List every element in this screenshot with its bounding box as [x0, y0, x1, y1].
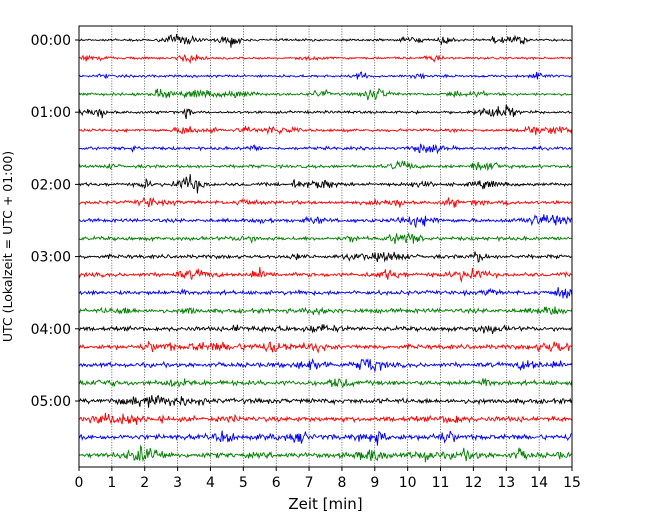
y-tick-label: 04:00 [31, 322, 71, 338]
trace-line-5 [78, 104, 572, 120]
trace-line-13 [78, 251, 572, 263]
x-tick-label: 11 [432, 475, 450, 491]
trace-line-24 [78, 444, 573, 463]
trace-line-21 [78, 394, 573, 408]
trace-series [78, 33, 573, 463]
x-tick-label: 1 [107, 475, 116, 491]
x-tick-label: 0 [75, 475, 84, 491]
x-tick-label: 12 [464, 475, 482, 491]
trace-line-14 [78, 266, 573, 283]
trace-line-9 [78, 174, 573, 194]
trace-line-11 [78, 214, 573, 229]
x-tick-label: 14 [530, 475, 548, 491]
x-tick-label: 7 [305, 475, 314, 491]
plot-frame [78, 25, 573, 468]
trace-line-7 [78, 143, 573, 155]
trace-line-1 [78, 33, 572, 48]
y-axis-label: UTC (Lokalzeit = UTC + 01:00) [0, 151, 15, 342]
x-tick-label: 13 [497, 475, 515, 491]
trace-line-20 [78, 377, 573, 388]
x-axis-label: Zeit [min] [288, 495, 362, 513]
trace-line-10 [78, 196, 573, 208]
y-axis: 00:00 01:00 02:00 03:00 04:00 05:00 [31, 33, 79, 410]
trace-line-18 [78, 340, 573, 354]
x-tick-label: 9 [370, 475, 379, 491]
y-tick-label: 05:00 [31, 394, 71, 410]
trace-line-19 [78, 357, 573, 372]
trace-line-17 [78, 324, 573, 334]
y-tick-label: 01:00 [31, 105, 71, 121]
x-tick-label: 15 [563, 475, 581, 491]
x-tick-label: 2 [140, 475, 149, 491]
x-tick-label: 8 [337, 475, 346, 491]
y-tick-label: 02:00 [31, 177, 71, 193]
x-tick-label: 5 [239, 475, 248, 491]
x-axis: 0 1 2 3 4 5 6 7 8 9 10 11 12 13 14 15 [75, 467, 581, 491]
x-tick-label: 6 [272, 475, 281, 491]
y-tick-label: 00:00 [31, 33, 71, 49]
x-grid [111, 26, 540, 467]
trace-line-15 [78, 287, 573, 299]
trace-line-6 [78, 125, 573, 136]
trace-line-2 [78, 54, 573, 65]
trace-line-3 [78, 71, 572, 80]
trace-line-12 [78, 231, 573, 245]
trace-line-16 [78, 306, 573, 317]
y-tick-label: 03:00 [31, 250, 71, 266]
x-tick-label: 4 [206, 475, 215, 491]
x-tick-label: 3 [173, 475, 182, 491]
trace-line-8 [78, 159, 572, 172]
x-tick-label: 10 [399, 475, 417, 491]
trace-line-22 [78, 412, 573, 425]
trace-line-4 [78, 87, 572, 101]
trace-line-23 [78, 430, 572, 446]
